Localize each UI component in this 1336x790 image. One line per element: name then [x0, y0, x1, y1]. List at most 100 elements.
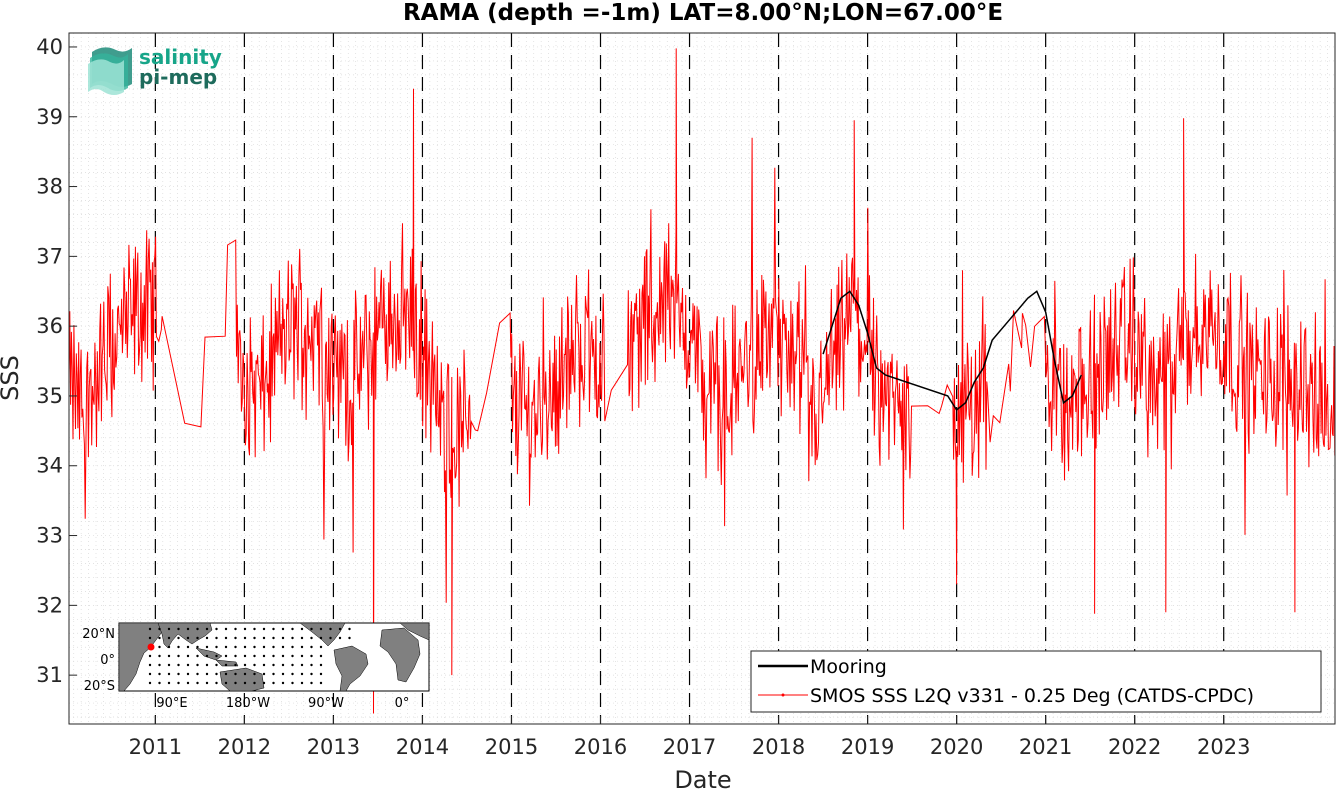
inset-mooring-dot — [262, 627, 266, 631]
inset-mooring-dot — [281, 672, 285, 676]
inset-mooring-dot — [186, 654, 190, 658]
x-tick-label: 2022 — [1108, 735, 1161, 759]
inset-mooring-dot — [281, 645, 285, 649]
inset-mooring-dot — [196, 663, 199, 667]
inset-mooring-dot — [196, 636, 199, 640]
inset-mooring-dot — [215, 663, 218, 667]
inset-mooring-dot — [243, 627, 247, 631]
y-tick-label: 34 — [36, 454, 63, 478]
inset-mooring-dot — [272, 627, 275, 631]
inset-mooring-dot — [177, 636, 180, 640]
inset-mooring-dot — [243, 681, 247, 685]
inset-mooring-dot — [196, 627, 199, 631]
x-tick-label: 2012 — [218, 735, 271, 759]
y-tick-label: 35 — [36, 384, 63, 408]
x-axis: 2011 2012 2013 2014 2015 2016 2017 2018 2019 2020… — [129, 716, 1250, 759]
inset-mooring-dot — [253, 672, 256, 676]
inset-lon-label-3: 0° — [395, 696, 410, 711]
y-tick-label: 36 — [36, 314, 63, 338]
x-tick-label: 2023 — [1197, 735, 1250, 759]
inset-mooring-dot — [234, 627, 237, 631]
inset-mooring-dot — [300, 681, 304, 685]
inset-mooring-dot — [205, 636, 209, 640]
legend-swatch-smos-marker — [781, 693, 785, 697]
x-tick-label: 2019 — [841, 735, 894, 759]
inset-mooring-dot — [319, 636, 323, 640]
series-line-smos — [68, 48, 1336, 714]
inset-mooring-dot — [281, 654, 285, 658]
inset-mooring-dot — [272, 636, 275, 640]
x-tick-label: 2017 — [663, 735, 716, 759]
inset-lon-label-1: 180°W — [226, 696, 270, 711]
inset-mooring-dot — [338, 627, 342, 631]
inset-mooring-dot — [262, 672, 266, 676]
inset-mooring-dot — [224, 663, 228, 667]
y-axis-label: SSS — [0, 355, 24, 401]
inset-mooring-dot — [234, 663, 237, 667]
inset-mooring-dot — [186, 645, 190, 649]
inset-mooring-dot — [310, 627, 313, 631]
inset-mooring-dot — [243, 645, 247, 649]
inset-mooring-dot — [300, 654, 304, 658]
inset-mooring-dot — [215, 681, 218, 685]
inset-mooring-dot — [196, 645, 199, 649]
inset-mooring-dot — [300, 645, 304, 649]
legend: Mooring SMOS SSS L2Q v331 - 0.25 Deg (CA… — [750, 650, 1322, 713]
inset-mooring-dot — [167, 636, 171, 640]
x-tick-label: 2018 — [752, 735, 805, 759]
x-tick-label: 2015 — [485, 735, 538, 759]
inset-mooring-dot — [148, 681, 152, 685]
inset-mooring-dot — [215, 636, 218, 640]
x-tick-label: 2013 — [307, 735, 360, 759]
inset-mooring-dot — [319, 681, 323, 685]
inset-mooring-dot — [234, 654, 237, 658]
inset-mooring-dot — [196, 672, 199, 676]
inset-mooring-dot — [234, 645, 237, 649]
inset-mooring-dot — [167, 672, 171, 676]
inset-mooring-dot — [272, 681, 275, 685]
inset-mooring-dot — [186, 627, 190, 631]
inset-mooring-dot — [224, 645, 228, 649]
inset-mooring-dot — [291, 672, 294, 676]
plot-frame — [68, 32, 1336, 725]
series-line-mooring — [822, 290, 1082, 412]
inset-mooring-dot — [148, 654, 152, 658]
inset-mooring-dot — [272, 645, 275, 649]
inset-mooring-dot — [215, 645, 218, 649]
inset-mooring-dot — [234, 672, 237, 676]
inset-mooring-dot — [310, 681, 313, 685]
inset-map: 20°N 0° 20°S 90°E 180°W 90°W 0° — [82, 622, 430, 711]
inset-mooring-dot — [319, 672, 323, 676]
inset-mooring-dot — [310, 654, 313, 658]
inset-mooring-dot — [243, 663, 247, 667]
inset-mooring-dot — [177, 663, 180, 667]
inset-mooring-dot — [262, 663, 266, 667]
y-tick-label: 38 — [36, 175, 63, 199]
inset-mooring-dot — [224, 636, 228, 640]
inset-mooring-dot — [196, 681, 199, 685]
inset-mooring-dot — [158, 672, 161, 676]
x-tick-label: 2011 — [129, 735, 182, 759]
inset-mooring-dot — [224, 627, 228, 631]
inset-mooring-dot — [158, 663, 161, 667]
inset-mooring-dot — [329, 636, 332, 640]
y-axis: 31 32 33 34 35 36 37 38 39 40 — [36, 35, 77, 687]
inset-mooring-dot — [253, 663, 256, 667]
inset-mooring-dot — [224, 672, 228, 676]
inset-mooring-dot — [148, 636, 152, 640]
inset-mooring-dot — [262, 654, 266, 658]
x-tick-label: 2021 — [1019, 735, 1072, 759]
inset-mooring-dot — [291, 663, 294, 667]
y-tick-label: 39 — [36, 105, 63, 129]
inset-mooring-dot — [186, 636, 190, 640]
inset-mooring-dot — [148, 672, 152, 676]
inset-mooring-dot — [243, 672, 247, 676]
inset-lat-label-2: 20°S — [84, 679, 115, 694]
inset-mooring-dot — [253, 627, 256, 631]
inset-mooring-dot — [272, 663, 275, 667]
y-tick-label: 31 — [36, 663, 63, 687]
y-tick-label: 40 — [36, 35, 63, 59]
inset-mooring-dot — [158, 636, 161, 640]
inset-mooring-dot — [177, 672, 180, 676]
y-tick-label: 32 — [36, 593, 63, 617]
